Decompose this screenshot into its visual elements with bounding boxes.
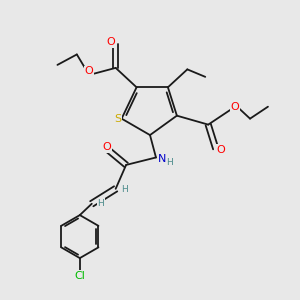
Text: O: O: [106, 38, 115, 47]
Text: S: S: [115, 114, 122, 124]
Text: H: H: [166, 158, 173, 167]
Text: O: O: [84, 67, 93, 76]
Text: H: H: [121, 185, 128, 194]
Text: Cl: Cl: [74, 271, 85, 281]
Text: N: N: [158, 154, 167, 164]
Text: O: O: [217, 145, 225, 155]
Text: O: O: [102, 142, 111, 152]
Text: O: O: [231, 102, 239, 112]
Text: H: H: [98, 199, 104, 208]
